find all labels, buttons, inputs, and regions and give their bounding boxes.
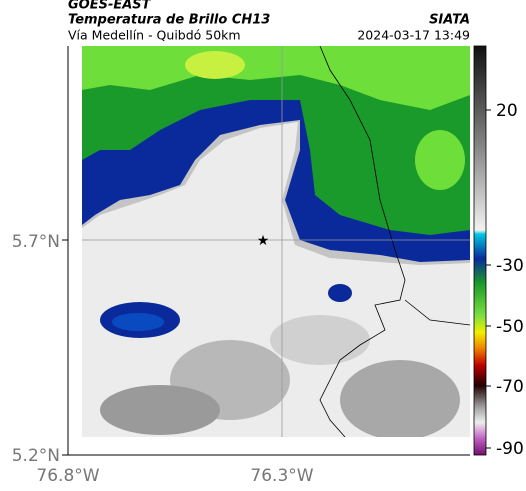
agency: SIATA bbox=[429, 13, 470, 28]
satellite-image: ★ bbox=[82, 46, 470, 437]
colorbar-label: -30 bbox=[496, 256, 524, 276]
colorbar-ticks bbox=[486, 109, 491, 449]
datetime: 2024-03-17 13:49 bbox=[357, 28, 470, 43]
city-marker: ★ bbox=[257, 233, 270, 249]
lon-label: 76.8°W bbox=[36, 466, 99, 486]
colorbar-label: -50 bbox=[496, 317, 524, 337]
lat-label: 5.7°N bbox=[12, 232, 60, 252]
colorbar-label: -70 bbox=[496, 377, 524, 397]
colorbar bbox=[473, 45, 487, 456]
lon-label: 76.3°W bbox=[250, 466, 313, 486]
subtitle: Vía Medellín - Quibdó 50km bbox=[68, 28, 241, 43]
source: GOES-EAST bbox=[68, 0, 152, 13]
lat-label: 5.2°N bbox=[12, 446, 60, 466]
colorbar-label: 20 bbox=[496, 101, 518, 121]
title: Temperatura de Brillo CH13 bbox=[68, 13, 270, 28]
colorbar-label: -90 bbox=[496, 439, 524, 459]
